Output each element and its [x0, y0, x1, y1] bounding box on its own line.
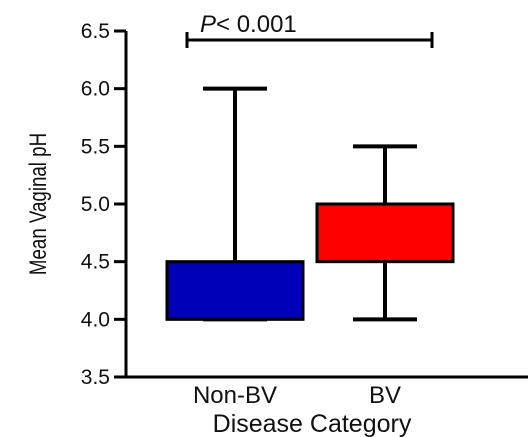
x-category-label: BV — [369, 382, 401, 409]
boxes — [165, 86, 455, 322]
y-tick-label: 5.5 — [81, 135, 110, 158]
box-body — [315, 202, 455, 264]
y-tick-label: 5.0 — [81, 193, 110, 216]
x-category-labels: Non-BV BV — [193, 382, 401, 409]
p-value-label: P< 0.001 — [200, 11, 297, 38]
box-non-bv — [165, 86, 305, 322]
y-axis-title: Mean Vaginal pH — [25, 133, 52, 275]
y-tick-label: 4.5 — [81, 251, 110, 274]
y-ticks: 3.5 4.0 4.5 5.0 5.5 6.0 6.5 — [81, 20, 126, 389]
x-category-label: Non-BV — [193, 382, 277, 409]
y-tick-label: 6.0 — [81, 78, 110, 101]
p-symbol: P — [200, 11, 216, 38]
y-tick-label: 4.0 — [81, 308, 110, 331]
box-bv — [315, 144, 455, 322]
box-body — [165, 260, 305, 321]
y-tick-label: 3.5 — [81, 366, 110, 389]
x-axis-title: Disease Category — [213, 410, 412, 437]
significance-annotation: P< 0.001 — [185, 11, 434, 48]
p-value-text: < 0.001 — [216, 11, 297, 38]
y-tick-label: 6.5 — [81, 20, 110, 43]
